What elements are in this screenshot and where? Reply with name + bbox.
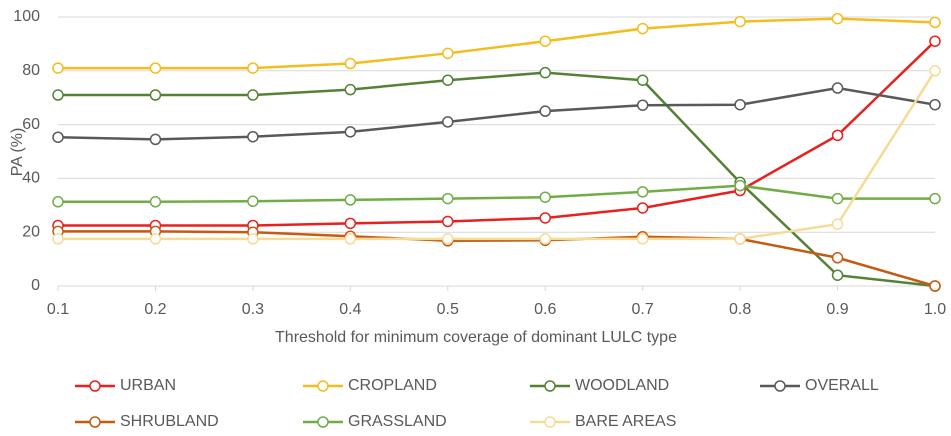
data-point: [344, 194, 357, 206]
data-point: [247, 195, 259, 208]
x-axis-title: Threshold for minimum coverage of domina…: [275, 329, 677, 346]
data-point: [149, 62, 162, 74]
data-point: [442, 47, 454, 60]
series-line: [58, 230, 936, 288]
legend-label: URBAN: [120, 377, 176, 394]
y-tick-label: 80: [22, 62, 40, 79]
legend-marker: [774, 380, 786, 392]
data-point: [734, 233, 746, 245]
x-tick-label: 0.8: [729, 301, 751, 318]
data-point: [929, 192, 941, 205]
data-point: [344, 233, 357, 245]
data-point: [831, 192, 844, 205]
data-point: [247, 233, 259, 245]
data-point: [929, 98, 941, 111]
x-tick-label: 0.7: [632, 301, 654, 318]
data-point: [247, 130, 259, 143]
data-point: [831, 269, 844, 281]
data-point: [149, 89, 162, 101]
data-point: [734, 179, 746, 192]
data-point: [52, 62, 64, 74]
data-point: [149, 133, 162, 146]
data-point: [52, 131, 64, 143]
data-point: [539, 35, 551, 47]
legend-marker: [544, 380, 556, 392]
data-point: [442, 74, 454, 86]
legend-label: GRASSLAND: [348, 413, 447, 430]
legend-marker: [89, 380, 101, 392]
x-tick-label: 0.3: [242, 301, 264, 318]
x-tick-label: 0.5: [437, 301, 459, 318]
data-point: [636, 99, 649, 111]
data-point: [636, 186, 649, 198]
data-point: [442, 116, 454, 128]
data-point: [344, 83, 357, 96]
legend-marker: [89, 416, 101, 428]
y-axis-title: PA (%): [9, 128, 26, 177]
x-tick-label: 0.4: [339, 301, 361, 318]
y-tick-label: 100: [13, 8, 40, 25]
data-point: [929, 16, 941, 29]
series-line: [58, 40, 936, 227]
data-point: [734, 98, 746, 111]
data-point: [539, 105, 551, 117]
data-point: [344, 126, 357, 138]
data-point: [831, 129, 844, 142]
data-point: [831, 252, 844, 264]
data-point: [539, 212, 551, 224]
data-point: [831, 218, 844, 230]
data-point: [636, 233, 649, 245]
data-point: [52, 89, 64, 101]
x-tick-label: 0.2: [144, 301, 166, 318]
series-line: [58, 17, 936, 70]
data-point: [442, 233, 454, 245]
data-point: [929, 280, 941, 292]
data-point: [539, 66, 551, 79]
x-tick-label: 1.0: [924, 301, 946, 318]
series-line: [58, 71, 936, 288]
x-tick-label: 0.6: [534, 301, 556, 318]
data-point: [247, 62, 259, 74]
data-point: [636, 74, 649, 86]
y-tick-label: 60: [22, 116, 40, 133]
data-point: [344, 57, 357, 70]
data-point: [52, 233, 64, 245]
data-point: [539, 233, 551, 245]
series-line: [57, 86, 936, 141]
data-point: [831, 12, 844, 25]
y-tick-label: 40: [22, 170, 40, 187]
legend-label: OVERALL: [805, 377, 879, 394]
y-tick-label: 20: [22, 223, 40, 240]
legend-marker: [317, 416, 329, 428]
legend-marker: [544, 416, 556, 428]
data-point: [149, 196, 162, 208]
data-point: [929, 65, 941, 77]
data-point: [831, 82, 844, 94]
data-point: [247, 89, 259, 101]
legend-label: BARE AREAS: [575, 413, 676, 430]
legend-label: SHRUBLAND: [120, 413, 219, 430]
data-point: [442, 215, 454, 228]
data-point: [539, 191, 551, 203]
series-line: [58, 184, 935, 204]
data-point: [636, 22, 649, 35]
data-point: [149, 233, 162, 245]
data-point: [929, 35, 941, 47]
legend-label: CROPLAND: [348, 377, 437, 394]
legend-marker: [317, 380, 329, 392]
data-point: [636, 202, 649, 214]
data-point: [734, 15, 746, 28]
y-tick-label: 0: [31, 277, 40, 294]
x-tick-label: 0.9: [826, 301, 848, 318]
x-tick-label: 0.1: [47, 301, 69, 318]
series-line: [58, 70, 937, 241]
legend-label: WOODLAND: [575, 377, 669, 394]
data-point: [52, 196, 64, 208]
data-point: [344, 217, 357, 230]
data-point: [442, 192, 454, 205]
